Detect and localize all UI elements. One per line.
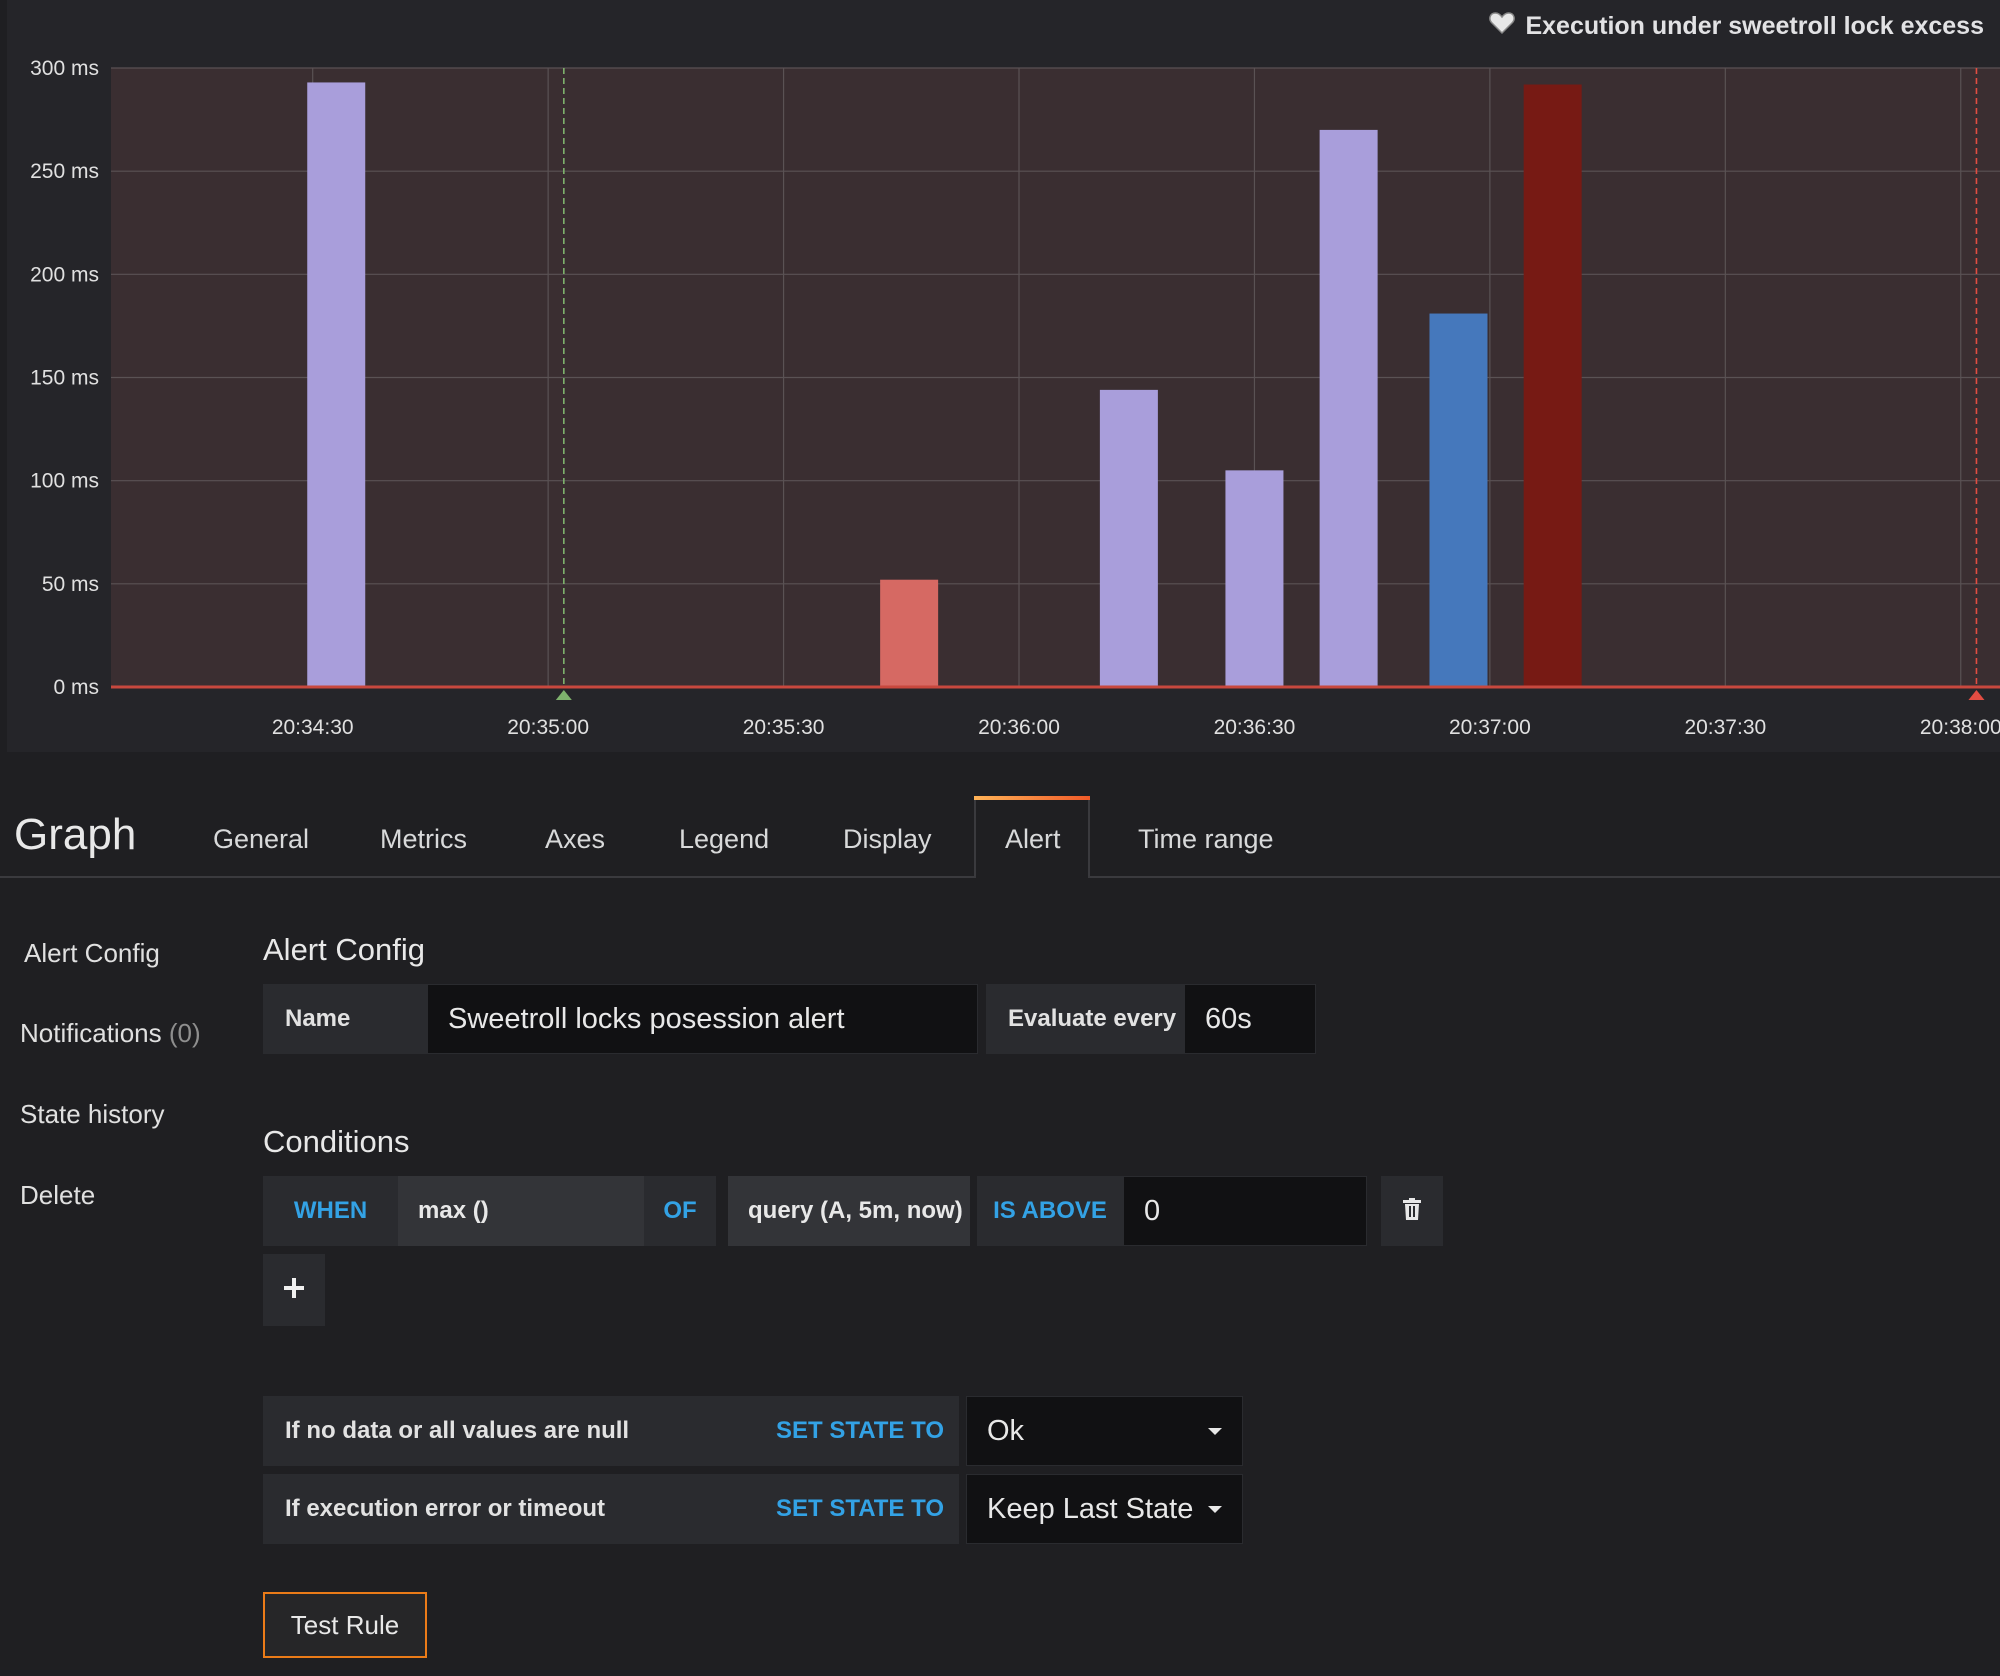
- graph-panel: Execution under sweetroll lock excess 0 …: [7, 0, 2000, 752]
- threshold-input[interactable]: 0: [1123, 1176, 1367, 1246]
- test-rule-button[interactable]: Test Rule: [263, 1592, 427, 1658]
- editor-title: Graph: [14, 810, 137, 859]
- sidenav-notifications-label: Notifications: [20, 1018, 162, 1048]
- notifications-count: (0): [168, 1018, 201, 1048]
- exec-error-state-value: Keep Last State: [987, 1492, 1194, 1525]
- sidenav-notifications[interactable]: Notifications (0): [20, 1018, 201, 1049]
- tab-time-range[interactable]: Time range: [1138, 824, 1274, 854]
- panel-title[interactable]: Execution under sweetroll lock excess: [1489, 10, 1984, 42]
- add-condition-button[interactable]: [263, 1254, 325, 1326]
- chevron-down-icon: [1208, 1506, 1222, 1513]
- conditions-title: Conditions: [263, 1124, 410, 1159]
- tab-general[interactable]: General: [213, 824, 310, 854]
- y-tick-label: 100 ms: [30, 470, 99, 493]
- evaluator-select[interactable]: IS ABOVE: [977, 1176, 1123, 1246]
- x-tick-label: 20:37:00: [1449, 716, 1531, 739]
- tab-display[interactable]: Display: [843, 824, 932, 854]
- exec-error-set-state: SET STATE TO: [761, 1474, 959, 1544]
- name-input[interactable]: Sweetroll locks posession alert: [427, 984, 978, 1054]
- x-tick-label: 20:36:30: [1214, 716, 1296, 739]
- evaluate-every-label: Evaluate every: [986, 984, 1184, 1054]
- tab-legend[interactable]: Legend: [679, 824, 770, 854]
- bar: [1429, 313, 1488, 687]
- plus-icon: [284, 1277, 304, 1303]
- x-tick-label: 20:38:00: [1920, 716, 2000, 739]
- chevron-down-icon: [1208, 1428, 1222, 1435]
- sidenav-alert-config[interactable]: Alert Config: [24, 938, 160, 968]
- tab-alert[interactable]: Alert: [1005, 824, 1061, 854]
- exec-error-label: If execution error or timeout: [263, 1474, 761, 1544]
- y-tick-label: 300 ms: [30, 57, 99, 80]
- trash-icon: [1403, 1197, 1421, 1225]
- no-data-set-state: SET STATE TO: [761, 1396, 959, 1466]
- bar: [1319, 129, 1378, 687]
- sidenav-state-history[interactable]: State history: [20, 1099, 165, 1129]
- name-label: Name: [263, 984, 427, 1054]
- y-tick-label: 0 ms: [53, 676, 99, 699]
- tab-metrics[interactable]: Metrics: [380, 824, 467, 854]
- chart[interactable]: 0 ms 50 ms 100 ms 150 ms 200 ms 250 ms 300 ms 2…: [7, 0, 2000, 752]
- evaluate-every-input[interactable]: 60s: [1184, 984, 1316, 1054]
- heart-icon: [1489, 11, 1516, 42]
- no-data-state-select[interactable]: Ok: [966, 1396, 1243, 1466]
- reducer-select[interactable]: max (): [398, 1176, 644, 1246]
- editor-header: Graph General Metrics Axes Legend Displa…: [0, 796, 2000, 878]
- panel-title-text: Execution under sweetroll lock excess: [1525, 11, 1984, 40]
- annotation-marker-ok: [555, 690, 572, 700]
- bar: [1099, 389, 1158, 687]
- annotation-marker-alerting: [1968, 690, 1985, 700]
- x-tick-label: 20:35:30: [743, 716, 825, 739]
- no-data-label: If no data or all values are null: [263, 1396, 761, 1466]
- exec-error-state-select[interactable]: Keep Last State: [966, 1474, 1243, 1544]
- bar: [307, 82, 366, 687]
- tab-axes[interactable]: Axes: [545, 824, 606, 854]
- no-data-state-value: Ok: [987, 1414, 1025, 1447]
- y-tick-label: 250 ms: [30, 160, 99, 183]
- y-tick-label: 50 ms: [42, 573, 99, 596]
- y-tick-label: 150 ms: [30, 367, 99, 390]
- query-select[interactable]: query (A, 5m, now): [728, 1176, 970, 1246]
- y-tick-label: 200 ms: [30, 263, 99, 286]
- tab-alert-indicator: [974, 796, 1090, 800]
- x-tick-label: 20:35:00: [507, 716, 589, 739]
- tab-alert-box: [974, 800, 1090, 878]
- delete-condition-button[interactable]: [1381, 1176, 1443, 1246]
- x-tick-label: 20:36:00: [978, 716, 1060, 739]
- of-keyword: OF: [644, 1176, 716, 1246]
- when-keyword: WHEN: [263, 1176, 398, 1246]
- bar: [1225, 470, 1284, 687]
- sidenav-delete[interactable]: Delete: [20, 1180, 96, 1210]
- x-tick-label: 20:34:30: [272, 716, 354, 739]
- bar: [1523, 84, 1582, 688]
- alert-config-title: Alert Config: [263, 932, 425, 967]
- bar: [880, 579, 939, 687]
- x-tick-label: 20:37:30: [1684, 716, 1766, 739]
